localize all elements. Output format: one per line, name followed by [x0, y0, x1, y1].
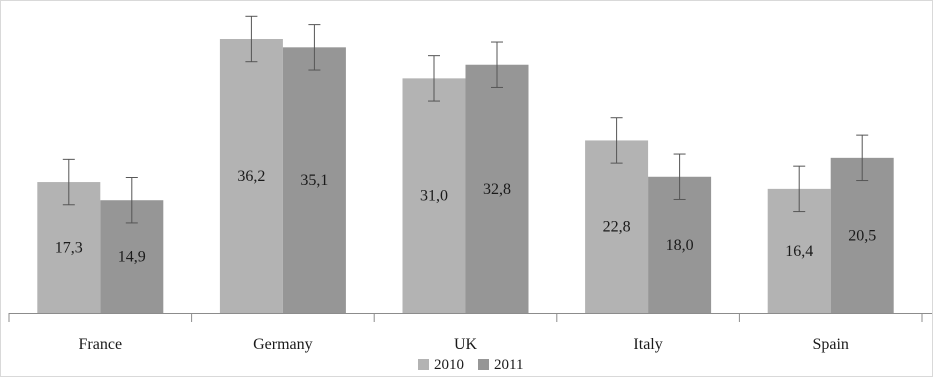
legend-label-2010: 2010 [434, 357, 464, 373]
x-tick-label-uk: UK [454, 336, 478, 353]
error-bar-france-2010 [62, 158, 75, 206]
error-bar-germany-2011 [308, 24, 321, 71]
x-tick-label-germany: Germany [253, 336, 313, 353]
data-label-germany-2010: 36,2 [237, 168, 265, 185]
bar-spain-2011 [830, 157, 894, 313]
error-bar-uk-2011 [491, 41, 503, 88]
x-tick-label-spain: Spain [812, 336, 848, 353]
bar-germany-2010 [219, 39, 283, 313]
error-bar-france-2011 [125, 177, 138, 224]
data-label-france-2011: 14,9 [118, 249, 146, 266]
data-label-italy-2011: 18,0 [666, 237, 694, 254]
error-bar-italy-2011 [673, 153, 686, 200]
x-tick-label-france: France [79, 336, 123, 353]
error-bar-spain-2010 [793, 165, 806, 213]
legend-label-2011: 2011 [494, 357, 523, 373]
data-label-france-2010: 17,3 [55, 240, 83, 257]
legend-swatch-2010 [418, 359, 429, 370]
data-label-uk-2010: 31,0 [420, 188, 448, 205]
bar-italy-2010 [585, 140, 649, 313]
bar-uk-2010 [402, 78, 466, 313]
bar-uk-2011 [465, 64, 529, 314]
error-bar-uk-2010 [428, 55, 440, 102]
error-bar-spain-2011 [856, 134, 869, 182]
data-label-spain-2010: 16,4 [785, 243, 813, 260]
error-bar-italy-2010 [610, 117, 623, 164]
data-label-uk-2011: 32,8 [483, 181, 511, 198]
data-label-spain-2011: 20,5 [848, 227, 876, 244]
bar-germany-2011 [282, 47, 346, 314]
error-bar-germany-2010 [245, 15, 258, 63]
data-label-germany-2011: 35,1 [300, 172, 328, 189]
x-tick-label-italy: Italy [633, 336, 662, 353]
data-label-italy-2010: 22,8 [603, 219, 631, 236]
legend-swatch-2011 [478, 359, 489, 370]
